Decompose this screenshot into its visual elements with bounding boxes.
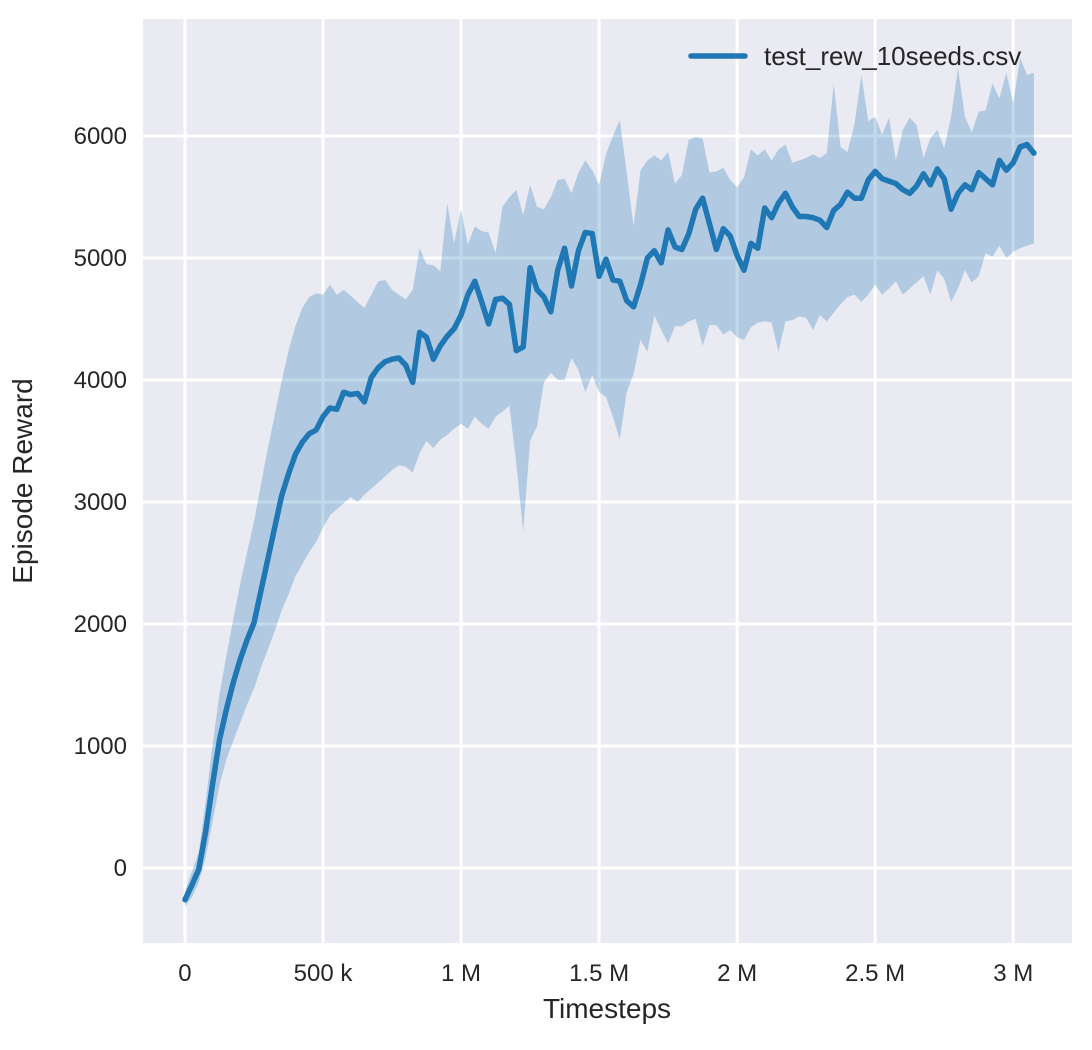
x-tick-label: 1.5 M (569, 960, 629, 987)
y-tick-label: 6000 (74, 123, 127, 150)
x-tick-label: 1 M (441, 960, 481, 987)
x-axis-label: Timesteps (543, 993, 671, 1024)
x-tick-label: 500 k (294, 960, 354, 987)
y-tick-label: 1000 (74, 733, 127, 760)
y-tick-label: 0 (114, 855, 127, 882)
x-tick-label: 0 (178, 960, 191, 987)
x-tick-labels: 0 500 k 1 M 1.5 M 2 M 2.5 M 3 M (178, 960, 1033, 987)
x-tick-label: 2 M (717, 960, 757, 987)
plot-background (143, 19, 1072, 943)
mean-line (182, 141, 1037, 903)
x-tick-label: 3 M (993, 960, 1033, 987)
gridlines (143, 19, 1072, 943)
legend: test_rew_10seeds.csv (688, 41, 1021, 71)
confidence-band (185, 57, 1034, 907)
y-tick-label: 4000 (74, 367, 127, 394)
legend-label: test_rew_10seeds.csv (764, 41, 1021, 71)
x-tick-label: 2.5 M (845, 960, 905, 987)
y-tick-label: 3000 (74, 489, 127, 516)
y-tick-label: 2000 (74, 611, 127, 638)
y-tick-labels: 0 1000 2000 3000 4000 5000 6000 (74, 123, 127, 882)
y-axis-label: Episode Reward (7, 378, 38, 583)
y-tick-label: 5000 (74, 245, 127, 272)
